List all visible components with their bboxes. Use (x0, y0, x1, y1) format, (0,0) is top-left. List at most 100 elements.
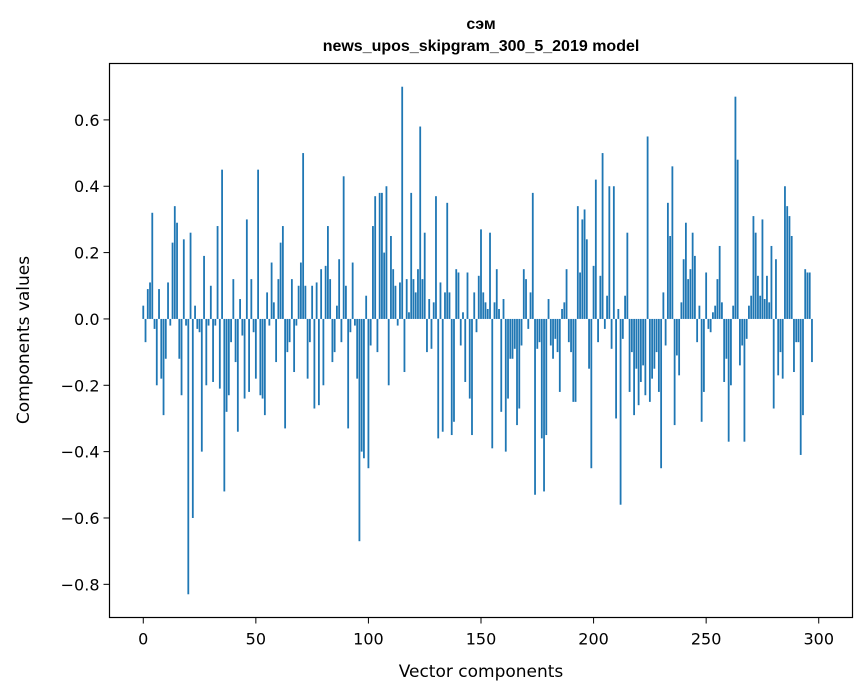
bar-113 (396, 318, 399, 326)
bar-150 (480, 229, 482, 319)
bar-99 (365, 295, 368, 319)
x-axis: 0 50 100 150 200 250 300 (138, 617, 834, 649)
bar-147 (473, 292, 476, 319)
bar-189 (567, 318, 570, 343)
bar-24 (196, 318, 199, 329)
bar-101 (369, 318, 372, 346)
bar-144 (466, 272, 469, 319)
bar-202 (597, 318, 599, 343)
bar-35 (221, 169, 223, 319)
bar-262 (732, 305, 735, 319)
bar-288 (790, 236, 793, 319)
bar-158 (498, 308, 500, 319)
bar-168 (520, 318, 523, 346)
bar-246 (696, 318, 699, 343)
bar-116 (403, 318, 406, 373)
bar-14 (173, 206, 176, 319)
y-tick-label: 0.2 (74, 244, 99, 263)
bar-74 (308, 318, 311, 343)
bar-72 (304, 285, 307, 319)
bar-166 (516, 318, 518, 426)
bar-6 (155, 318, 158, 386)
bar-154 (489, 232, 491, 319)
bar-209 (612, 186, 615, 319)
bar-34 (218, 318, 221, 389)
bar-181 (549, 318, 552, 346)
bar-97 (360, 318, 363, 452)
bar-203 (599, 275, 602, 319)
bar-138 (453, 318, 455, 422)
bar-61 (279, 242, 282, 319)
x-tick-label: 150 (466, 630, 497, 649)
bar-106 (381, 192, 383, 319)
bar-247 (698, 305, 701, 319)
bar-283 (779, 318, 782, 353)
bar-133 (441, 318, 444, 432)
y-tick-label: −0.4 (61, 443, 100, 462)
bar-196 (583, 209, 586, 319)
bar-77 (315, 282, 318, 319)
bar-12 (169, 318, 172, 326)
bar-143 (464, 318, 467, 382)
bar-76 (313, 318, 316, 409)
bar-46 (245, 219, 248, 319)
bar-174 (534, 318, 536, 495)
bar-261 (730, 318, 732, 386)
bar-249 (703, 318, 705, 392)
x-tick-label: 100 (353, 630, 384, 649)
bar-187 (563, 302, 566, 319)
bar-136 (448, 292, 451, 319)
bar-78 (317, 318, 320, 406)
bar-223 (644, 318, 647, 396)
bar-29 (207, 318, 210, 326)
bar-70 (299, 262, 302, 319)
bar-23 (194, 305, 196, 319)
bar-0 (142, 305, 145, 319)
bar-83 (329, 279, 332, 319)
bar-230 (660, 318, 663, 469)
bar-239 (680, 302, 683, 319)
bar-90 (345, 285, 347, 319)
bar-15 (176, 222, 178, 319)
bar-128 (430, 318, 433, 349)
bar-275 (761, 219, 764, 319)
bar-45 (243, 318, 246, 399)
bar-180 (547, 299, 550, 319)
bar-290 (795, 318, 798, 343)
y-tick-label: −0.2 (61, 376, 100, 395)
bar-177 (540, 318, 543, 439)
bar-36 (223, 318, 226, 492)
y-tick-label: 0.6 (74, 111, 99, 130)
bar-157 (495, 269, 498, 319)
bar-212 (619, 318, 622, 505)
bar-201 (594, 179, 597, 319)
bar-214 (624, 295, 626, 319)
bar-87 (338, 259, 341, 319)
bar-184 (556, 318, 559, 353)
bar-27 (203, 255, 205, 319)
bar-200 (592, 265, 595, 319)
bar-159 (500, 318, 503, 412)
bar-192 (574, 318, 577, 402)
bar-82 (327, 226, 329, 319)
x-tick-label: 50 (246, 630, 266, 649)
bar-199 (590, 318, 593, 469)
bar-175 (536, 318, 539, 349)
bar-93 (351, 262, 354, 319)
bar-115 (401, 86, 404, 319)
bar-265 (739, 318, 741, 366)
bar-63 (284, 318, 287, 429)
bar-273 (757, 275, 759, 319)
bar-95 (356, 318, 359, 379)
bar-71 (302, 153, 305, 319)
chart-title: сэм (466, 16, 495, 33)
bar-92 (349, 318, 352, 333)
bar-228 (655, 318, 658, 353)
bar-84 (331, 318, 334, 363)
bar-244 (691, 232, 694, 319)
bar-195 (581, 219, 584, 319)
bar-148 (475, 318, 478, 333)
bar-62 (281, 226, 284, 319)
bar-258 (723, 318, 726, 382)
bar-224 (646, 136, 649, 319)
